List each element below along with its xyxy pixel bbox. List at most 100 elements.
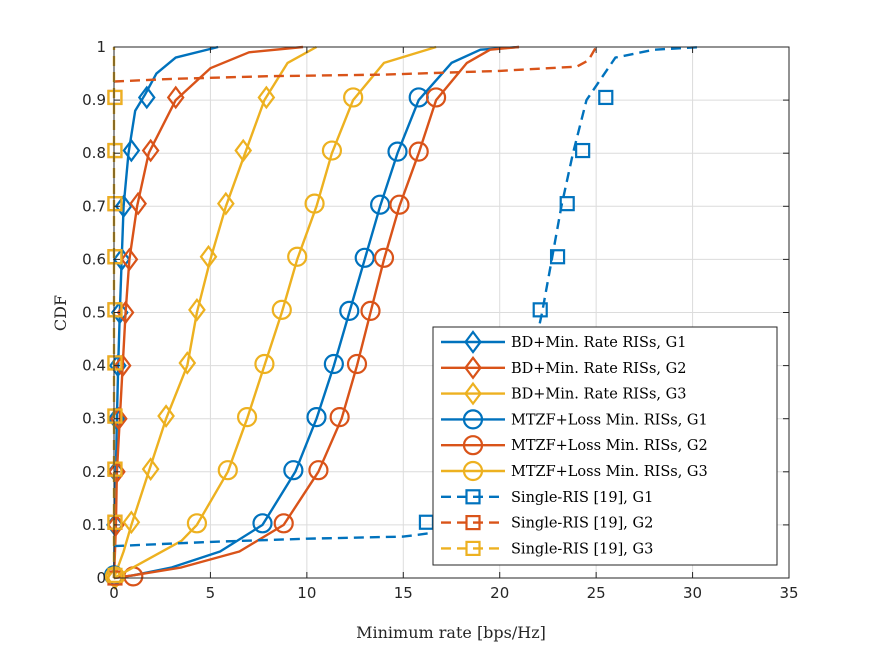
series-marker xyxy=(107,302,123,318)
series-marker xyxy=(199,244,218,269)
legend-entry: Single-RIS [19], G2 xyxy=(441,514,653,532)
legend: BD+Min. Rate RISs, G1 BD+Min. Rate RISs, … xyxy=(432,326,778,566)
series-6 xyxy=(104,45,437,587)
y-tick-label: 0.1 xyxy=(82,516,106,534)
legend-marker xyxy=(464,330,482,354)
series-marker xyxy=(306,407,327,428)
legend-marker xyxy=(462,460,484,482)
series-marker xyxy=(532,302,548,318)
series-marker xyxy=(186,513,208,534)
series-marker xyxy=(339,300,360,322)
series-marker xyxy=(216,191,235,216)
legend-entry: MTZF+Loss Min. RISs, G1 xyxy=(441,409,708,430)
series-marker xyxy=(343,87,364,108)
series-marker xyxy=(559,196,575,212)
legend-entry: Single-RIS [19], G1 xyxy=(441,489,653,506)
series-marker xyxy=(107,408,123,424)
y-tick-label: 0.5 xyxy=(82,304,106,322)
x-tick-label: 5 xyxy=(206,584,216,602)
legend-label: MTZF+Loss Min. RISs, G1 xyxy=(511,412,708,428)
series-marker xyxy=(408,141,429,162)
series-marker xyxy=(166,85,185,110)
series-marker xyxy=(304,193,325,214)
series-marker xyxy=(354,247,375,268)
legend-entry: BD+Min. Rate RISs, G3 xyxy=(441,381,686,406)
series-marker xyxy=(113,353,132,378)
series-marker xyxy=(283,460,304,481)
x-tick-label: 20 xyxy=(490,584,509,602)
series-marker xyxy=(137,85,156,110)
series-marker xyxy=(112,247,131,272)
series-marker xyxy=(257,85,276,110)
y-tick-label: 1 xyxy=(96,38,106,56)
series-marker xyxy=(598,89,614,106)
series-marker xyxy=(321,140,343,161)
legend-entry: MTZF+Loss Min. RISs, G3 xyxy=(441,460,708,482)
series-marker xyxy=(129,191,147,216)
legend-entry: BD+Min. Rate RISs, G1 xyxy=(441,330,686,354)
series-marker xyxy=(252,513,273,534)
legend-entry: BD+Min. Rate RISs, G2 xyxy=(441,355,686,380)
series-line xyxy=(113,45,437,580)
series-marker xyxy=(107,567,123,583)
series-marker xyxy=(120,247,139,272)
series-line xyxy=(113,45,520,580)
y-tick-label: 0.8 xyxy=(82,144,106,162)
series-marker xyxy=(178,351,197,375)
x-tick-label: 30 xyxy=(683,584,702,602)
series-marker xyxy=(329,407,350,428)
series-marker xyxy=(234,138,253,163)
y-tick-label: 0.3 xyxy=(82,410,106,428)
series-marker xyxy=(418,514,435,530)
series-5 xyxy=(113,45,520,587)
x-axis-label: Minimum rate [bps/Hz] xyxy=(356,623,546,642)
series-marker xyxy=(141,457,160,481)
series-marker xyxy=(254,353,275,375)
series-marker xyxy=(107,249,123,265)
x-tick-label: 35 xyxy=(779,584,798,602)
y-tick-label: 0.9 xyxy=(82,91,106,109)
legend-label: Single-RIS [19], G1 xyxy=(511,490,653,506)
plot-area xyxy=(103,45,703,590)
series-marker xyxy=(387,141,408,162)
x-tick-label: 10 xyxy=(297,584,316,602)
y-tick-label: 0.2 xyxy=(82,463,106,481)
series-line xyxy=(113,46,598,83)
series-line xyxy=(112,45,318,579)
series-marker xyxy=(122,510,141,535)
series-marker xyxy=(271,299,292,320)
series-marker xyxy=(287,246,308,267)
series-marker xyxy=(370,194,391,215)
series-marker xyxy=(107,514,123,530)
series-marker xyxy=(346,353,368,375)
x-tick-label: 0 xyxy=(109,584,119,602)
legend-marker xyxy=(464,381,482,406)
legend-marker xyxy=(465,489,481,505)
series-marker xyxy=(107,355,123,371)
series-marker xyxy=(389,194,410,215)
series-line xyxy=(113,45,520,580)
series-marker xyxy=(360,300,381,322)
series-marker xyxy=(107,142,123,159)
series-marker xyxy=(122,138,141,163)
y-tick-label: 0.6 xyxy=(82,250,106,268)
y-tick-label: 0.7 xyxy=(82,197,106,215)
x-tick-label: 25 xyxy=(587,584,606,602)
series-marker xyxy=(107,461,123,477)
series-marker xyxy=(188,298,206,322)
legend-marker xyxy=(465,540,481,557)
y-tick-label: 0 xyxy=(96,569,106,587)
legend-label: Single-RIS [19], G3 xyxy=(511,541,653,557)
legend-entry: Single-RIS [19], G3 xyxy=(441,540,653,557)
series-marker xyxy=(236,407,258,428)
x-tick-label: 15 xyxy=(394,584,413,602)
axes: 0 5 10 15 20 25 30 35 0 0.1 0.2 0.3 0.4 0.5 0.6 0.7 0.8 0… xyxy=(82,38,798,602)
series-marker xyxy=(308,460,329,481)
series-marker xyxy=(425,87,447,108)
legend-entry: MTZF+Loss Min. RISs, G2 xyxy=(441,435,708,456)
legend-label: Single-RIS [19], G2 xyxy=(511,516,653,532)
legend-label: MTZF+Loss Min. RISs, G2 xyxy=(511,438,708,454)
legend-label: BD+Min. Rate RISs, G3 xyxy=(511,387,686,403)
series-marker xyxy=(323,353,344,375)
